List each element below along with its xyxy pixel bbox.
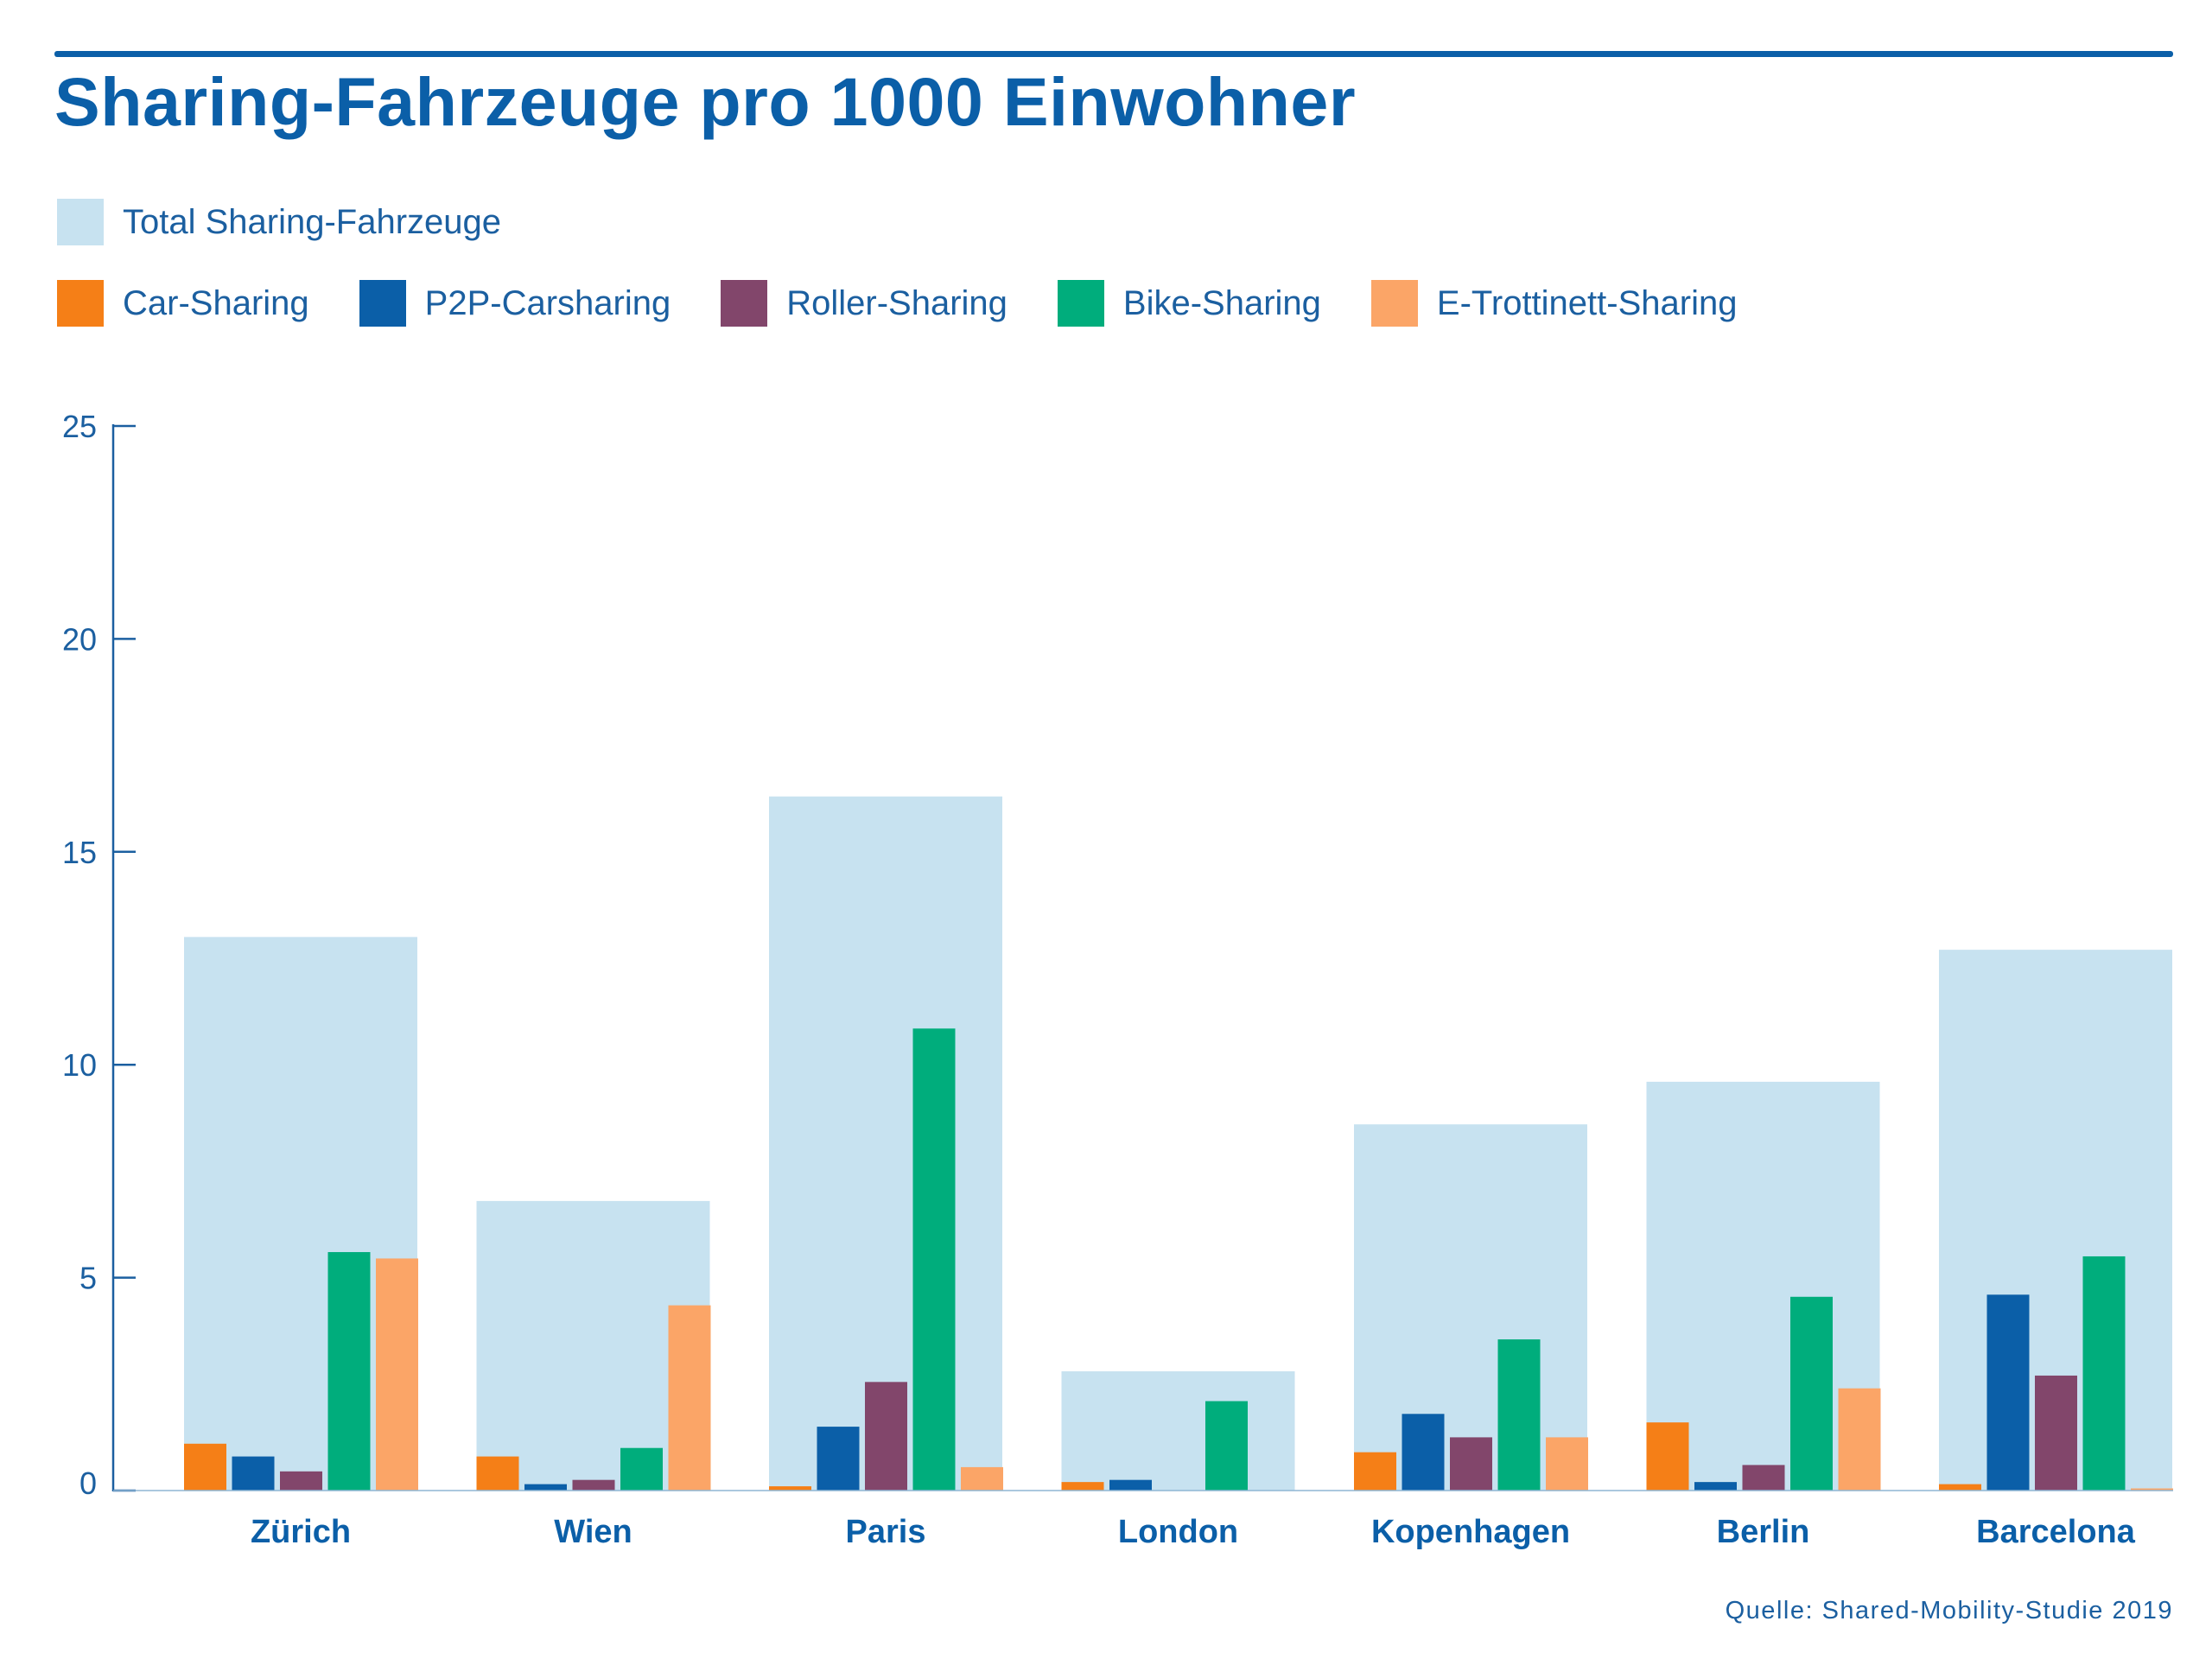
bar-roller-sharing-berlin xyxy=(1742,1465,1785,1491)
legend-swatch-roller-sharing xyxy=(721,280,768,327)
category-label-kopenhagen: Kopenhagen xyxy=(1371,1514,1570,1550)
legend-label-car-sharing: Car-Sharing xyxy=(123,283,309,322)
bar-e-trottinett-sharing-berlin xyxy=(1838,1388,1881,1491)
total-bar-london xyxy=(1061,1371,1295,1491)
bar-roller-sharing-wien xyxy=(572,1479,615,1491)
bar-p2p-carsharing-barcelona xyxy=(1986,1294,2030,1491)
y-tick-label-0: 0 xyxy=(79,1465,97,1501)
y-tick-label-25: 25 xyxy=(62,409,97,444)
title-rule xyxy=(54,51,2173,57)
bar-p2p-carsharing-zurich xyxy=(232,1456,275,1491)
legend-series: Car-Sharing P2P-Carsharing Roller-Sharin… xyxy=(57,280,1787,327)
bar-bike-sharing-kopenhagen xyxy=(1497,1339,1541,1491)
bar-p2p-carsharing-berlin xyxy=(1694,1482,1737,1491)
bar-car-sharing-paris xyxy=(769,1486,811,1491)
category-label-paris: Paris xyxy=(846,1514,926,1550)
legend-label-bike-sharing: Bike-Sharing xyxy=(1122,283,1321,322)
total-bar-kopenhagen xyxy=(1354,1124,1587,1491)
bar-bike-sharing-london xyxy=(1205,1401,1248,1491)
bar-bike-sharing-barcelona xyxy=(2082,1256,2126,1491)
bar-p2p-carsharing-paris xyxy=(817,1427,860,1491)
y-tick-label-10: 10 xyxy=(62,1047,97,1083)
bar-e-trottinett-sharing-wien xyxy=(668,1305,711,1491)
bar-e-trottinett-sharing-zurich xyxy=(376,1258,418,1491)
y-tick-label-5: 5 xyxy=(79,1261,97,1296)
bar-car-sharing-kopenhagen xyxy=(1354,1452,1396,1491)
legend-swatch-p2p-carsharing xyxy=(359,280,406,327)
source-note: Quelle: Shared-Mobility-Studie 2019 xyxy=(1725,1597,2173,1624)
bar-bike-sharing-paris xyxy=(912,1028,956,1491)
bar-car-sharing-berlin xyxy=(1646,1422,1689,1491)
bar-e-trottinett-sharing-kopenhagen xyxy=(1546,1437,1588,1491)
bar-roller-sharing-paris xyxy=(865,1382,907,1491)
legend-item-total: Total Sharing-Fahrzeuge xyxy=(57,199,501,245)
category-label-zurich: Zürich xyxy=(251,1514,351,1550)
chart-title: Sharing-Fahrzeuge pro 1000 Einwohner xyxy=(54,63,1357,140)
legend-label-e-trottinett-sharing: E-Trottinett-Sharing xyxy=(1436,283,1738,322)
bar-roller-sharing-barcelona xyxy=(2035,1375,2077,1491)
legend-item-p2p-carsharing: P2P-Carsharing xyxy=(359,280,671,327)
bar-bike-sharing-wien xyxy=(620,1447,663,1491)
legend-item-bike-sharing: Bike-Sharing xyxy=(1057,280,1321,327)
bar-e-trottinett-sharing-barcelona xyxy=(2131,1488,2173,1491)
bar-e-trottinett-sharing-paris xyxy=(961,1466,1003,1491)
bar-p2p-carsharing-london xyxy=(1109,1479,1152,1491)
legend-swatch-e-trottinett-sharing xyxy=(1370,280,1418,327)
y-tick-label-15: 15 xyxy=(62,835,97,870)
legend-label-total: Total Sharing-Fahrzeuge xyxy=(123,202,502,241)
bar-car-sharing-zurich xyxy=(184,1443,226,1491)
bar-p2p-carsharing-wien xyxy=(524,1484,567,1491)
bar-roller-sharing-kopenhagen xyxy=(1450,1437,1492,1491)
bar-roller-sharing-zurich xyxy=(280,1471,322,1491)
legend-label-roller-sharing: Roller-Sharing xyxy=(786,283,1007,322)
legend-label-p2p-carsharing: P2P-Carsharing xyxy=(424,283,671,322)
bar-car-sharing-london xyxy=(1061,1482,1104,1491)
legend-swatch-bike-sharing xyxy=(1057,280,1104,327)
category-label-berlin: Berlin xyxy=(1717,1514,1810,1550)
bar-bike-sharing-berlin xyxy=(1790,1296,1833,1491)
bar-car-sharing-wien xyxy=(476,1456,519,1491)
y-tick-label-20: 20 xyxy=(62,621,97,657)
legend-item-e-trottinett-sharing: E-Trottinett-Sharing xyxy=(1370,280,1738,327)
bar-bike-sharing-zurich xyxy=(327,1252,371,1491)
category-label-barcelona: Barcelona xyxy=(1976,1514,2136,1550)
bar-p2p-carsharing-kopenhagen xyxy=(1402,1414,1445,1491)
legend-swatch-total xyxy=(57,199,104,245)
legend-item-roller-sharing: Roller-Sharing xyxy=(721,280,1007,327)
legend-item-car-sharing: Car-Sharing xyxy=(57,280,309,327)
total-bar-paris xyxy=(769,796,1002,1491)
bar-car-sharing-barcelona xyxy=(1939,1484,1981,1491)
legend-swatch-car-sharing xyxy=(57,280,104,327)
category-label-wien: Wien xyxy=(554,1514,632,1550)
category-label-london: London xyxy=(1118,1514,1238,1550)
legend-total: Total Sharing-Fahrzeuge xyxy=(57,199,551,245)
